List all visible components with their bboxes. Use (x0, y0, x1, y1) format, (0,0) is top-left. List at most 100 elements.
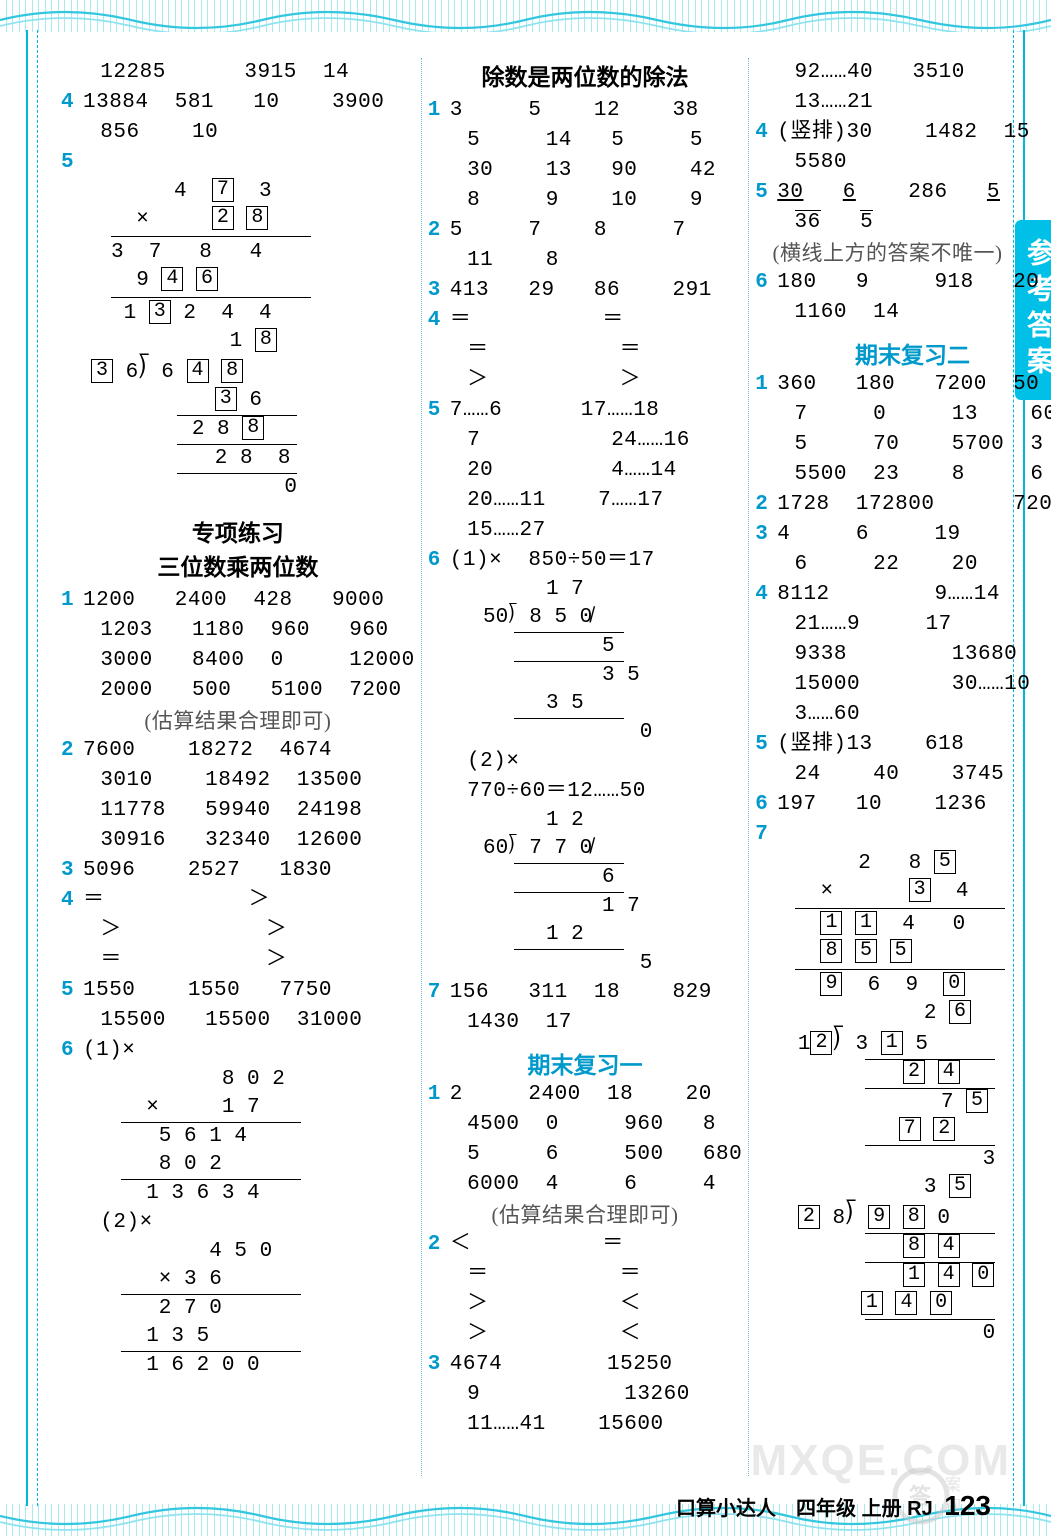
q7-mult: 2 8 5 × 3 4 1 1 4 0 8 5 5 9 6 9 0 (795, 850, 1005, 1000)
page-number: 123 (944, 1490, 991, 1521)
text: 12 2400 18 20 (428, 1080, 742, 1110)
text: 20……11 7……17 (428, 486, 742, 516)
text: ＝ ＝ (428, 336, 742, 366)
text: 3……60 (755, 700, 1051, 730)
text: 27600 18272 4674 (61, 736, 415, 766)
text: ＞ ＞ (61, 916, 415, 946)
text: 413884 581 10 3900 (61, 88, 415, 118)
text: 1203 1180 960 960 (61, 616, 415, 646)
text: 5500 23 8 6 (755, 460, 1051, 490)
text: 4＝ ＞ (61, 886, 415, 916)
text: 2000 500 5100 7200 (61, 676, 415, 706)
q6a-div: 1 7 50⟌ 8 5 0̸ 5 3 5 3 5 0 (458, 576, 638, 747)
text: 30 13 90 42 (428, 156, 742, 186)
q7-div2: 3 5 2 8⟌ 9 8 0 8 4 1 4 0 1 4 0 0 (785, 1174, 1015, 1348)
text: 6197 10 1236 (755, 790, 1051, 820)
q5-div: 1 8 3 6⟌ 6 4 8 3 6 2 8 8 2 8 8 0 (91, 328, 321, 502)
page-content: 12285 3915 14 413884 581 10 3900 856 10 … (55, 58, 996, 1476)
text: 92……40 3510 (755, 58, 1051, 88)
text: 35096 2527 1830 (61, 856, 415, 886)
section-sub: 三位数乘两位数 (61, 552, 415, 582)
text: 5(竖排)13 618 (755, 730, 1051, 760)
footer-text: 口算小达人 四年级 上册 RJ (676, 1498, 933, 1520)
text: 4500 0 960 8 (428, 1110, 742, 1140)
text: 5 6 500 680 (428, 1140, 742, 1170)
text: 530 6 286 5 (755, 178, 1051, 208)
text: 13 5 12 38 (428, 96, 742, 126)
text: 5 14 5 5 (428, 126, 742, 156)
column-1: 12285 3915 14 413884 581 10 3900 856 10 … (55, 58, 421, 1476)
note: (估算结果合理即可) (428, 1200, 742, 1230)
text: 1360 180 7200 50 (755, 370, 1051, 400)
text: 5580 (755, 148, 1051, 178)
text: 7 24……16 (428, 426, 742, 456)
q6-1-mult: 8 0 2 × 1 7 5 6 1 4 8 0 2 1 3 6 3 4 (121, 1066, 301, 1208)
text: 36 5 (755, 208, 1051, 238)
text: 11 8 (428, 246, 742, 276)
note: (横线上方的答案不唯一) (755, 238, 1051, 268)
text: 9338 13680 (755, 640, 1051, 670)
text: 6000 4 6 4 (428, 1170, 742, 1200)
text: 770÷60＝12……50 (428, 777, 742, 807)
text: ＞ ＞ (428, 366, 742, 396)
text: 15000 30……10 (755, 670, 1051, 700)
q6b-div: 1 2 60⟌ 7 7 0̸ 6 1 7 1 2 5 (458, 807, 638, 978)
column-3: 92……40 3510 13……21 4(竖排)30 1482 15 5580 … (748, 58, 1051, 1476)
text: 7 0 13 600 (755, 400, 1051, 430)
text: 11……41 15600 (428, 1410, 742, 1440)
col2-title: 除数是两位数的除法 (428, 62, 742, 92)
text: 1430 17 (428, 1008, 742, 1038)
text: 1160 14 (755, 298, 1051, 328)
text: (2)× (428, 747, 742, 777)
text: 15500 15500 31000 (61, 1006, 415, 1036)
text: ＝ ＞ (61, 946, 415, 976)
left-border (26, 30, 38, 1506)
text: 51550 1550 7750 (61, 976, 415, 1006)
text: 48112 9……14 (755, 580, 1051, 610)
top-wave (0, 0, 1051, 32)
text: 13……21 (755, 88, 1051, 118)
text: (2)× (61, 1208, 415, 1238)
text: 34674 15250 (428, 1350, 742, 1380)
text: 6 22 20 (755, 550, 1051, 580)
text: 6180 9 918 20 (755, 268, 1051, 298)
column-2: 除数是两位数的除法 13 5 12 38 5 14 5 5 30 13 90 4… (421, 58, 748, 1476)
text: 21……9 17 (755, 610, 1051, 640)
text: ＞ ＜ (428, 1290, 742, 1320)
text: 6(1)× (61, 1036, 415, 1066)
text: 856 10 (61, 118, 415, 148)
text: 8 9 10 9 (428, 186, 742, 216)
rev1-title: 期末复习一 (428, 1050, 742, 1080)
q5-mult: 4 7 3 × 2 8 3 7 8 4 9 4 6 1 3 2 4 4 (111, 178, 311, 328)
section-title: 专项练习 (61, 518, 415, 548)
note: (估算结果合理即可) (61, 706, 415, 736)
q7-div1: 2 6 12⟌ 3 1 5 2 4 7 5 7 2 3 (785, 1000, 1015, 1174)
text: ＞ ＜ (428, 1320, 742, 1350)
text: 3000 8400 0 12000 (61, 646, 415, 676)
text: ＝ ＝ (428, 1260, 742, 1290)
text: 24 40 3745 (755, 760, 1051, 790)
text: 9 13260 (428, 1380, 742, 1410)
text: 4＝ ＝ (428, 306, 742, 336)
text: 3010 18492 13500 (61, 766, 415, 796)
text: 6(1)× 850÷50＝17 (428, 546, 742, 576)
text: 30916 32340 12600 (61, 826, 415, 856)
footer: 口算小达人 四年级 上册 RJ 123 (676, 1490, 991, 1522)
text: 2＜ ＝ (428, 1230, 742, 1260)
q5-label: 5 (61, 148, 415, 178)
text: 25 7 8 7 (428, 216, 742, 246)
text: 3413 29 86 291 (428, 276, 742, 306)
text: 20 4……14 (428, 456, 742, 486)
text: 11200 2400 428 9000 (61, 586, 415, 616)
rev2-title: 期末复习二 (755, 340, 1051, 370)
text: 12285 3915 14 (61, 58, 415, 88)
q6-2-mult: 4 5 0 × 3 6 2 7 0 1 3 5 1 6 2 0 0 (121, 1238, 301, 1380)
text: 4(竖排)30 1482 15 (755, 118, 1051, 148)
text: 57……6 17……18 (428, 396, 742, 426)
text: 5 70 5700 3 (755, 430, 1051, 460)
text: 34 6 19 (755, 520, 1051, 550)
text: 15……27 (428, 516, 742, 546)
text: 7156 311 18 829 (428, 978, 742, 1008)
text: 11778 59940 24198 (61, 796, 415, 826)
text: 21728 172800 720 (755, 490, 1051, 520)
